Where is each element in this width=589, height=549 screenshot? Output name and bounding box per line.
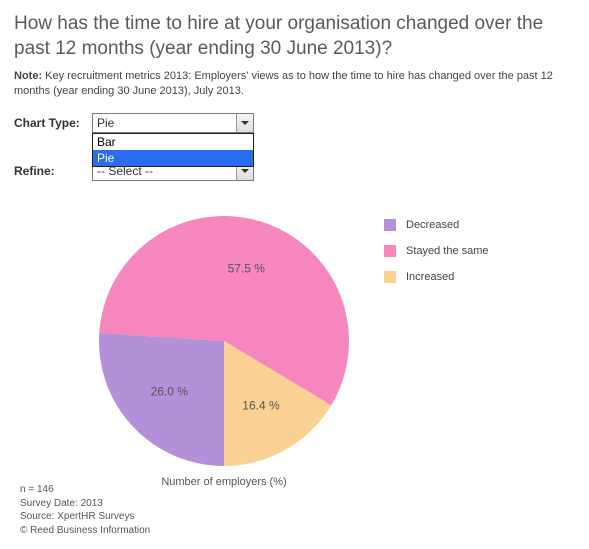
pie-slice-label: 26.0 %	[151, 385, 189, 399]
chevron-down-icon	[236, 114, 253, 132]
chart-type-value: Pie	[97, 116, 114, 130]
chart-type-option[interactable]: Pie	[93, 150, 253, 166]
note-prefix: Note:	[14, 70, 42, 82]
legend-item: Stayed the same	[384, 245, 489, 257]
chart-type-label: Chart Type:	[14, 116, 92, 130]
legend: Decreased Stayed the same Increased	[384, 219, 489, 297]
pie-slice-label: 57.5 %	[228, 262, 266, 276]
pie-slice-label: 16.4 %	[242, 398, 280, 412]
pie-slice	[99, 333, 224, 466]
legend-label: Stayed the same	[406, 245, 489, 257]
page-container: How has the time to hire at your organis…	[0, 0, 589, 549]
note-body: Key recruitment metrics 2013: Employers'…	[14, 70, 553, 97]
legend-label: Increased	[406, 271, 454, 283]
footer: n = 146 Survey Date: 2013 Source: XpertH…	[20, 483, 150, 537]
legend-item: Decreased	[384, 219, 489, 231]
footer-source: Source: XpertHR Surveys	[20, 510, 150, 524]
chart-type-option[interactable]: Bar	[93, 134, 253, 150]
chart-type-dropdown[interactable]: BarPie	[92, 133, 254, 167]
chart-area: 26.0 % 57.5 % 16.4 % Decreased Stayed the s…	[14, 211, 575, 511]
note-text: Note: Key recruitment metrics 2013: Empl…	[14, 69, 575, 99]
refine-label: Refine:	[14, 164, 92, 178]
page-title: How has the time to hire at your organis…	[14, 12, 575, 61]
legend-label: Decreased	[406, 219, 459, 231]
footer-copyright: © Reed Business Information	[20, 524, 150, 538]
footer-n: n = 146	[20, 483, 150, 497]
legend-swatch	[384, 271, 396, 283]
footer-date: Survey Date: 2013	[20, 497, 150, 511]
legend-swatch	[384, 219, 396, 231]
chart-type-control: Chart Type: Pie BarPie	[14, 113, 575, 133]
legend-swatch	[384, 245, 396, 257]
chart-type-select[interactable]: Pie	[92, 113, 254, 133]
legend-item: Increased	[384, 271, 489, 283]
pie-chart: 26.0 % 57.5 % 16.4 %	[94, 211, 354, 476]
